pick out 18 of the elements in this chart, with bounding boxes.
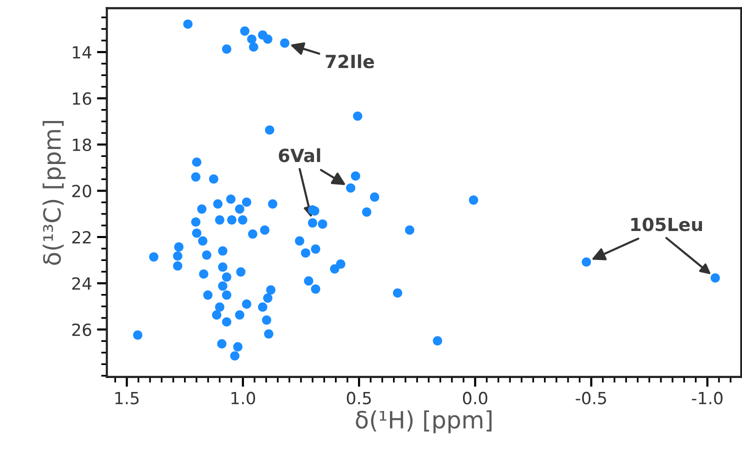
x-tick-label: -1.0 xyxy=(692,392,723,404)
y-tick-label: 24 xyxy=(72,277,92,290)
x-axis-title: δ(¹H) [ppm] xyxy=(356,410,492,434)
x-tick-label: 1.0 xyxy=(232,392,256,404)
annotation: 6Val xyxy=(278,148,320,162)
y-tick-label: 14 xyxy=(72,46,92,58)
x-tick-label: 0.5 xyxy=(346,392,371,404)
y-tick-label: 20 xyxy=(72,184,92,198)
x-tick-label: 0.0 xyxy=(462,392,488,404)
y-tick-label: 18 xyxy=(72,138,92,152)
annotation: 72Ile xyxy=(326,54,374,68)
y-tick-label: 16 xyxy=(72,92,92,105)
y-axis-title: δ(¹³C) [ppm] xyxy=(42,120,66,265)
y-tick-label: 26 xyxy=(72,323,92,336)
annotation: 105Leu xyxy=(631,218,702,232)
x-tick-label: -0.5 xyxy=(576,392,606,404)
x-tick-label: 1.5 xyxy=(115,392,139,404)
y-tick-label: 22 xyxy=(72,230,91,244)
